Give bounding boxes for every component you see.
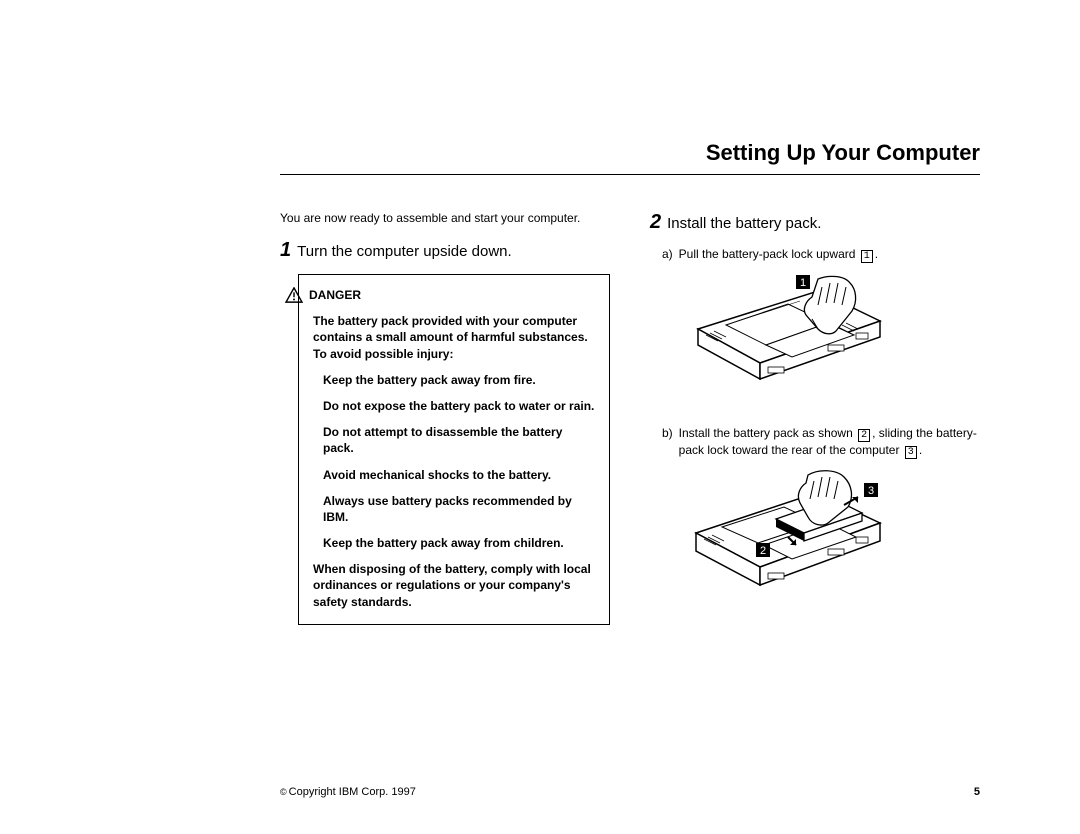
warning-item: Keep the battery pack away from fire. [323,372,595,388]
two-column-layout: You are now ready to assemble and start … [280,211,980,631]
figure-marker: 1 [800,277,806,289]
substep-text: Install the battery pack as shown 2, sli… [679,425,980,459]
substep-label: b) [662,425,673,459]
danger-heading: DANGER [285,287,595,303]
figure-1: 1 [668,271,980,411]
danger-warning-list: Keep the battery pack away from fire. Do… [313,372,595,552]
warning-item: Avoid mechanical shocks to the battery. [323,467,595,483]
step-number: 1 [280,239,291,262]
substep-a: a) Pull the battery-pack lock upward 1. [662,246,980,263]
step-number: 2 [650,211,661,234]
substep-label: a) [662,246,673,263]
warning-item: Always use battery packs recommended by … [323,493,595,525]
copyright-symbol-icon: © [280,787,287,797]
page-number: 5 [974,786,980,798]
page-title: Setting Up Your Computer [280,140,980,175]
substep-list: b) Install the battery pack as shown 2, … [650,425,980,459]
step-title: Turn the computer upside down. [297,243,512,260]
danger-box: DANGER The battery pack provided with yo… [298,274,610,625]
figure-2: 2 3 [668,467,980,617]
figure-marker: 3 [868,485,874,497]
danger-intro: The battery pack provided with your comp… [313,313,595,362]
substep-text: Pull the battery-pack lock upward 1. [679,246,878,263]
warning-item: Do not attempt to disassemble the batter… [323,424,595,456]
right-column: 2 Install the battery pack. a) Pull the … [650,211,980,631]
step-title: Install the battery pack. [667,215,821,232]
step-2-heading: 2 Install the battery pack. [650,211,980,234]
callout-ref: 1 [861,250,873,263]
laptop-battery-install-illustration: 2 3 [668,467,888,617]
warning-triangle-icon [285,287,303,303]
substep-list: a) Pull the battery-pack lock upward 1. [650,246,980,263]
left-column: You are now ready to assemble and start … [280,211,610,631]
manual-page: Setting Up Your Computer You are now rea… [280,140,980,631]
warning-item: Do not expose the battery pack to water … [323,398,595,414]
warning-item: Keep the battery pack away from children… [323,535,595,551]
substep-b: b) Install the battery pack as shown 2, … [662,425,980,459]
intro-text: You are now ready to assemble and start … [280,211,610,225]
callout-ref: 3 [905,446,917,459]
copyright: ©Copyright IBM Corp. 1997 [280,786,416,798]
laptop-bottom-illustration: 1 [668,271,888,411]
step-1-heading: 1 Turn the computer upside down. [280,239,610,262]
figure-marker: 2 [760,545,766,557]
danger-label: DANGER [309,287,361,303]
danger-footer: When disposing of the battery, comply wi… [313,561,595,610]
page-footer: ©Copyright IBM Corp. 1997 5 [280,786,980,798]
callout-ref: 2 [858,429,870,442]
